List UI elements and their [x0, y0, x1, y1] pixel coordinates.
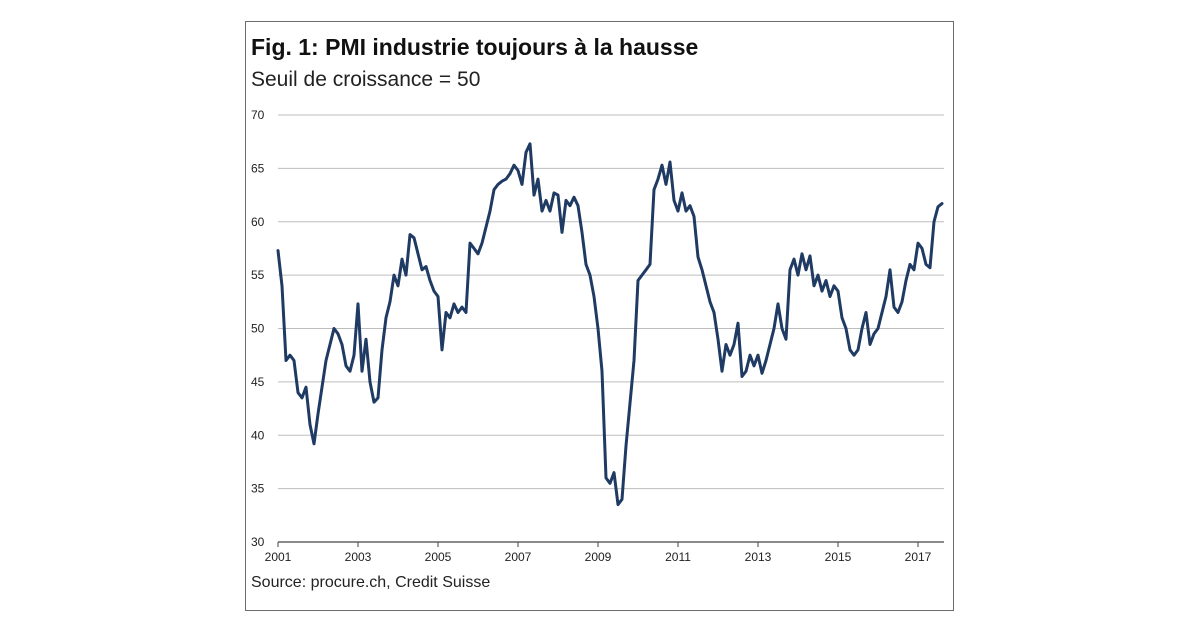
- x-tick-label: 2009: [585, 550, 612, 564]
- gridlines: [278, 114, 944, 543]
- y-tick-label: 30: [251, 535, 265, 549]
- x-tick-label: 2007: [505, 550, 532, 564]
- x-tick-label: 2017: [905, 550, 932, 564]
- y-tick-label: 60: [251, 215, 265, 229]
- y-tick-label: 55: [251, 268, 265, 282]
- y-tick-label: 50: [251, 322, 265, 336]
- x-tick-label: 2015: [825, 550, 852, 564]
- chart-frame: Fig. 1: PMI industrie toujours à la haus…: [245, 21, 954, 611]
- x-axis: 2001 2003 2005 2007 2009 2011 2013 2015 2017: [265, 542, 932, 564]
- y-tick-label: 35: [251, 482, 265, 496]
- chart-subtitle: Seuil de croissance = 50: [251, 68, 481, 91]
- y-tick-label: 65: [251, 161, 265, 175]
- y-tick-label: 45: [251, 375, 265, 389]
- y-tick-label: 40: [251, 428, 265, 442]
- x-tick-label: 2011: [665, 550, 691, 564]
- x-tick-label: 2005: [425, 550, 452, 564]
- chart-source: Source: procure.ch, Credit Suisse: [251, 574, 491, 591]
- y-tick-label: 70: [251, 108, 265, 122]
- chart-title: Fig. 1: PMI industrie toujours à la haus…: [251, 34, 699, 60]
- y-axis: 30 35 40 45 50 55 60 65 70: [251, 108, 265, 549]
- x-tick-label: 2013: [745, 550, 772, 564]
- series-line-pmi: [276, 142, 944, 507]
- series-layer: [276, 142, 944, 507]
- x-tick-label: 2001: [265, 550, 292, 564]
- x-tick-label: 2003: [345, 550, 372, 564]
